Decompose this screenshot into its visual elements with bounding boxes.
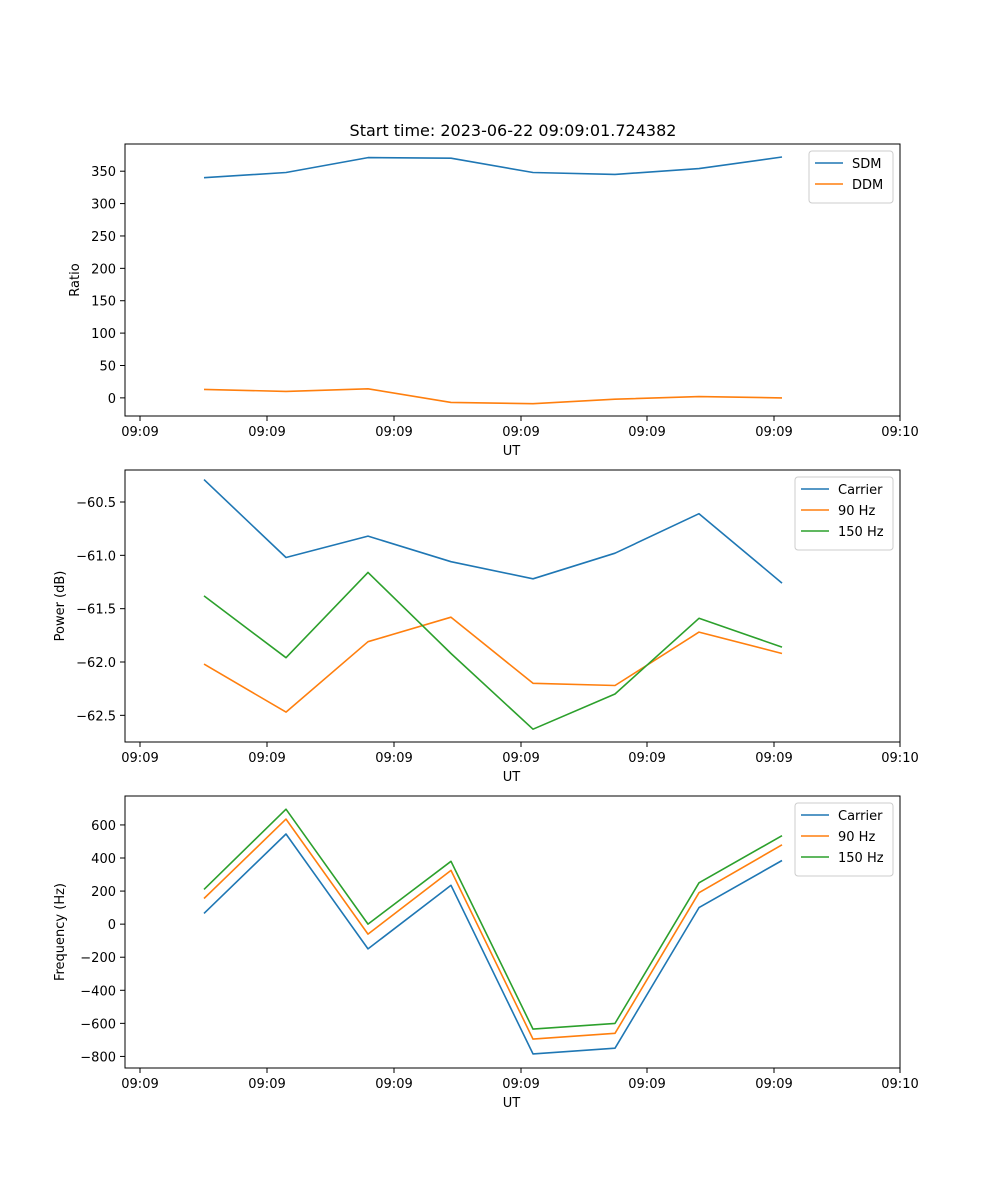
x-tick-label-1-0: 09:09 (121, 751, 158, 766)
y-tick-label-2-4: 0 (108, 918, 116, 933)
x-tick-label-0-0: 09:09 (121, 425, 158, 440)
x-axis-label-2: UT (503, 1096, 521, 1111)
y-tick-label-1-0: −62.5 (76, 709, 116, 724)
x-tick-label-1-3: 09:09 (502, 751, 539, 766)
x-tick-label-1-2: 09:09 (375, 751, 412, 766)
y-axis-label-1: Power (dB) (53, 571, 68, 642)
series-line-1-0 (203, 479, 783, 584)
series-line-1-1 (203, 616, 783, 713)
x-tick-label-2-2: 09:09 (375, 1077, 412, 1092)
y-tick-label-0-6: 300 (91, 198, 116, 213)
x-axis-label-0: UT (503, 444, 521, 459)
y-tick-label-2-2: −400 (80, 984, 116, 999)
y-tick-label-1-4: −60.5 (76, 496, 116, 511)
legend-label-1-0: Carrier (838, 483, 883, 498)
x-tick-label-2-4: 09:09 (628, 1077, 665, 1092)
x-tick-label-1-1: 09:09 (248, 751, 285, 766)
axes-frame-0 (124, 143, 901, 417)
y-axis-label-2: Frequency (Hz) (53, 883, 68, 981)
series-line-0-1 (203, 387, 783, 405)
y-tick-label-0-2: 100 (91, 327, 116, 342)
x-tick-label-2-0: 09:09 (121, 1077, 158, 1092)
y-tick-label-0-0: 0 (108, 392, 116, 407)
legend-label-1-2: 150 Hz (838, 525, 884, 540)
y-tick-label-0-3: 150 (91, 295, 116, 310)
series-line-2-2 (203, 808, 783, 1030)
x-tick-label-0-5: 09:09 (755, 425, 792, 440)
x-tick-label-1-5: 09:09 (755, 751, 792, 766)
legend-label-2-0: Carrier (838, 809, 883, 824)
y-tick-label-2-7: 600 (91, 819, 116, 834)
axes-frame-2 (124, 795, 901, 1069)
x-tick-label-0-3: 09:09 (502, 425, 539, 440)
x-tick-label-2-6: 09:10 (881, 1077, 918, 1092)
y-tick-label-2-5: 200 (91, 885, 116, 900)
y-tick-label-2-6: 400 (91, 852, 116, 867)
y-axis-label-0: Ratio (68, 263, 83, 296)
legend-label-2-2: 150 Hz (838, 851, 884, 866)
x-tick-label-0-1: 09:09 (248, 425, 285, 440)
legend-label-0-1: DDM (852, 178, 883, 193)
y-tick-label-1-1: −62.0 (76, 656, 116, 671)
legend-label-0-0: SDM (852, 157, 881, 172)
series-line-2-0 (203, 833, 783, 1055)
x-tick-label-0-4: 09:09 (628, 425, 665, 440)
axes-frame-1 (124, 469, 901, 743)
figure-title: Start time: 2023-06-22 09:09:01.724382 (350, 121, 677, 140)
x-tick-label-0-2: 09:09 (375, 425, 412, 440)
x-tick-label-1-4: 09:09 (628, 751, 665, 766)
y-tick-label-2-0: −800 (80, 1050, 116, 1065)
legend-label-1-1: 90 Hz (838, 504, 875, 519)
legend-label-2-1: 90 Hz (838, 830, 875, 845)
x-tick-label-2-3: 09:09 (502, 1077, 539, 1092)
y-tick-label-0-4: 200 (91, 262, 116, 277)
series-line-1-2 (203, 571, 783, 731)
y-tick-label-0-7: 350 (91, 165, 116, 180)
series-line-2-1 (203, 818, 783, 1040)
y-tick-label-0-5: 250 (91, 230, 116, 245)
y-tick-label-2-3: −200 (80, 951, 116, 966)
x-tick-label-0-6: 09:10 (881, 425, 918, 440)
x-tick-label-2-5: 09:09 (755, 1077, 792, 1092)
y-tick-label-2-1: −600 (80, 1017, 116, 1032)
legend-box-0 (808, 150, 894, 204)
series-line-0-0 (203, 156, 783, 179)
x-axis-label-1: UT (503, 770, 521, 785)
x-tick-label-1-6: 09:10 (881, 751, 918, 766)
y-tick-label-1-2: −61.5 (76, 603, 116, 618)
y-tick-label-1-3: −61.0 (76, 549, 116, 564)
x-tick-label-2-1: 09:09 (248, 1077, 285, 1092)
y-tick-label-0-1: 50 (99, 359, 116, 374)
